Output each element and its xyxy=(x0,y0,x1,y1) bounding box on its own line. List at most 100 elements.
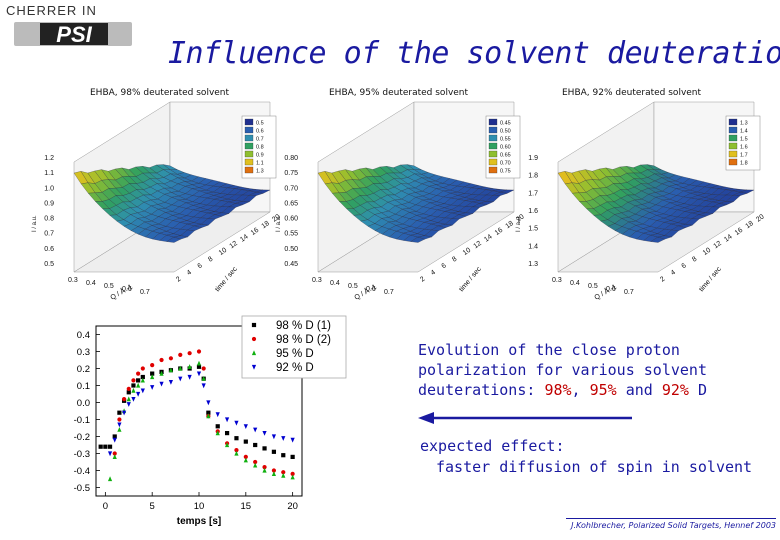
t-tick-label: 2 xyxy=(659,276,666,284)
surface-plot-title: EHBA, 98% deuterated solvent xyxy=(90,88,230,98)
data-point xyxy=(187,364,192,369)
t-tick-label: 16 xyxy=(250,227,260,237)
x-tick-label: 0 xyxy=(103,501,108,512)
data-point xyxy=(107,451,113,457)
z-tick-label: 1.1 xyxy=(44,170,54,177)
data-point xyxy=(262,467,267,473)
z-tick-label: 0.7 xyxy=(44,231,54,238)
data-point xyxy=(253,462,258,468)
surface-legend: 1.3 1.4 1.5 1.6 1.7 1.8 xyxy=(725,115,761,171)
polarization-scatter-chart: 0.4 0.3 0.2 0.1 0.0 -0.1 -0.2 -0.3 -0.4 -0.5 0 5 10 1… xyxy=(74,315,347,527)
data-point xyxy=(201,376,206,381)
legend-swatch xyxy=(244,118,254,126)
q-tick-label: 0.4 xyxy=(330,280,340,287)
data-point xyxy=(126,402,131,407)
data-point xyxy=(215,412,220,418)
legend-swatch xyxy=(728,142,738,150)
data-point xyxy=(178,376,183,382)
legend-swatch xyxy=(488,134,498,142)
series-92-d xyxy=(107,371,295,457)
data-point xyxy=(107,476,113,482)
q-tick-label: 0.3 xyxy=(312,277,322,284)
data-point xyxy=(234,436,239,441)
t-tick-label: 12 xyxy=(712,240,722,250)
y-tick-label: 0.0 xyxy=(77,398,90,409)
data-point xyxy=(131,383,136,388)
data-point xyxy=(103,444,108,449)
legend-label: 1.4 xyxy=(740,129,748,135)
x-axis-label: temps [s] xyxy=(177,516,221,527)
z-axis-label: I / a.u. xyxy=(516,215,522,232)
legend-box xyxy=(241,315,347,379)
q-tick-label: 0.5 xyxy=(104,283,114,290)
description-text: Evolution of the close proton polarizati… xyxy=(418,340,748,400)
y-tick-label: -0.2 xyxy=(74,432,90,443)
data-point xyxy=(136,382,141,388)
z-tick-label: 1.0 xyxy=(44,185,54,192)
data-point xyxy=(121,397,127,402)
data-point xyxy=(121,410,127,416)
data-point xyxy=(196,349,202,354)
data-point xyxy=(131,387,136,393)
data-point xyxy=(262,431,267,436)
data-point xyxy=(140,374,145,380)
surface-cell xyxy=(166,237,182,243)
legend-label: 0.60 xyxy=(500,145,511,151)
data-point xyxy=(150,385,155,390)
surface-plot-canvas: 0.80 0.75 0.70 0.65 0.60 0.55 0.50 0.45 I / a.u.… xyxy=(276,101,526,302)
description-line-3-post: D xyxy=(688,381,707,399)
data-point xyxy=(98,444,103,449)
slide-title: Influence of the solvent deuteration xyxy=(168,36,780,71)
data-point xyxy=(126,386,131,391)
data-point xyxy=(262,465,267,470)
legend-label: 98 % D (2) xyxy=(276,334,331,346)
data-point xyxy=(178,352,183,357)
z-tick-label: 1.3 xyxy=(528,261,538,268)
data-point xyxy=(150,374,155,380)
legend-label: 0.70 xyxy=(500,161,511,167)
t-tick-label: 8 xyxy=(451,256,458,264)
legend-label: 0.9 xyxy=(256,153,264,159)
t-tick-label: 4 xyxy=(186,269,193,277)
data-point xyxy=(290,454,295,459)
data-point xyxy=(187,374,192,380)
z-tick-label: 0.80 xyxy=(284,155,298,162)
q-tick-label: 0.7 xyxy=(624,289,634,296)
legend-label: 1.6 xyxy=(740,145,748,151)
y-tick-label: 0.3 xyxy=(77,347,90,358)
surface-cell xyxy=(650,237,666,243)
z-axis-label: I / a.u. xyxy=(276,215,282,232)
data-point xyxy=(271,471,277,476)
legend-swatch xyxy=(728,150,738,158)
legend-marker xyxy=(251,336,257,342)
z-tick-label: 1.9 xyxy=(528,155,538,162)
data-point xyxy=(215,424,220,429)
x-tick-label: 10 xyxy=(194,501,205,512)
data-point xyxy=(206,413,211,419)
legend-swatch xyxy=(488,142,498,150)
data-point xyxy=(271,449,277,454)
z-tick-label: 0.8 xyxy=(44,216,54,223)
pct-95: 95% xyxy=(589,381,617,399)
data-point xyxy=(206,400,211,406)
left-arrow-icon xyxy=(418,412,632,424)
data-point xyxy=(117,427,122,432)
data-point xyxy=(281,453,286,458)
description-line-1: Evolution of the close proton xyxy=(418,341,680,359)
legend-swatch xyxy=(488,150,498,158)
data-point xyxy=(126,390,131,395)
z-tick-label: 1.6 xyxy=(528,208,538,215)
data-point xyxy=(140,377,145,383)
legend-label: 98 % D (1) xyxy=(276,320,331,332)
z-tick-label: 0.45 xyxy=(284,261,298,268)
x-tick-label: 15 xyxy=(241,501,252,512)
t-tick-label: 12 xyxy=(472,240,482,250)
data-point xyxy=(117,417,122,422)
data-point xyxy=(290,437,295,443)
z-tick-label: 1.2 xyxy=(44,155,54,162)
z-tick-label: 1.5 xyxy=(528,226,538,233)
t-axis-label: time / sec xyxy=(698,265,723,293)
legend-swatch xyxy=(244,166,254,174)
pct-98: 98% xyxy=(544,381,572,399)
data-point xyxy=(253,459,258,465)
